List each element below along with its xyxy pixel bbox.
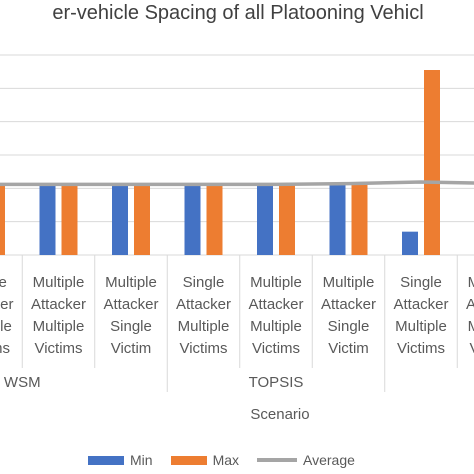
legend-label-average: Average (303, 452, 355, 468)
bar-max (61, 183, 78, 255)
legend-swatch-min (88, 455, 124, 465)
bar-min (112, 185, 128, 255)
legend-item-max: Max (170, 452, 240, 468)
bar-max (0, 183, 5, 255)
bar-max (424, 70, 440, 255)
bar-max (351, 183, 368, 255)
average-line (0, 180, 474, 187)
chart-title: er-vehicle Spacing of all Platooning Veh… (52, 2, 424, 24)
bar-min (257, 185, 273, 255)
bar-max (206, 183, 223, 255)
legend-label-max: Max (212, 452, 240, 468)
group-label: WSM (4, 374, 41, 391)
legend-swatch-max (170, 455, 207, 465)
category-label: Multiple Attacker Single Victim (103, 274, 158, 357)
legend-swatch-average (257, 458, 298, 462)
bar-min (184, 185, 201, 255)
group-label: TOPSIS (249, 374, 304, 391)
legend-item-min: Min (88, 452, 153, 468)
category-label: Multiple Attacker Single Victim (321, 274, 376, 357)
legend-label-min: Min (130, 452, 153, 468)
bar-min (402, 231, 418, 255)
x-axis-title: Scenario (250, 406, 310, 423)
legend: Min Max Average (88, 452, 373, 468)
bar-min (329, 185, 346, 255)
bar-max (279, 183, 295, 255)
bar-max (134, 183, 150, 255)
legend-item-average: Average (257, 452, 355, 468)
bar-min (39, 185, 56, 255)
